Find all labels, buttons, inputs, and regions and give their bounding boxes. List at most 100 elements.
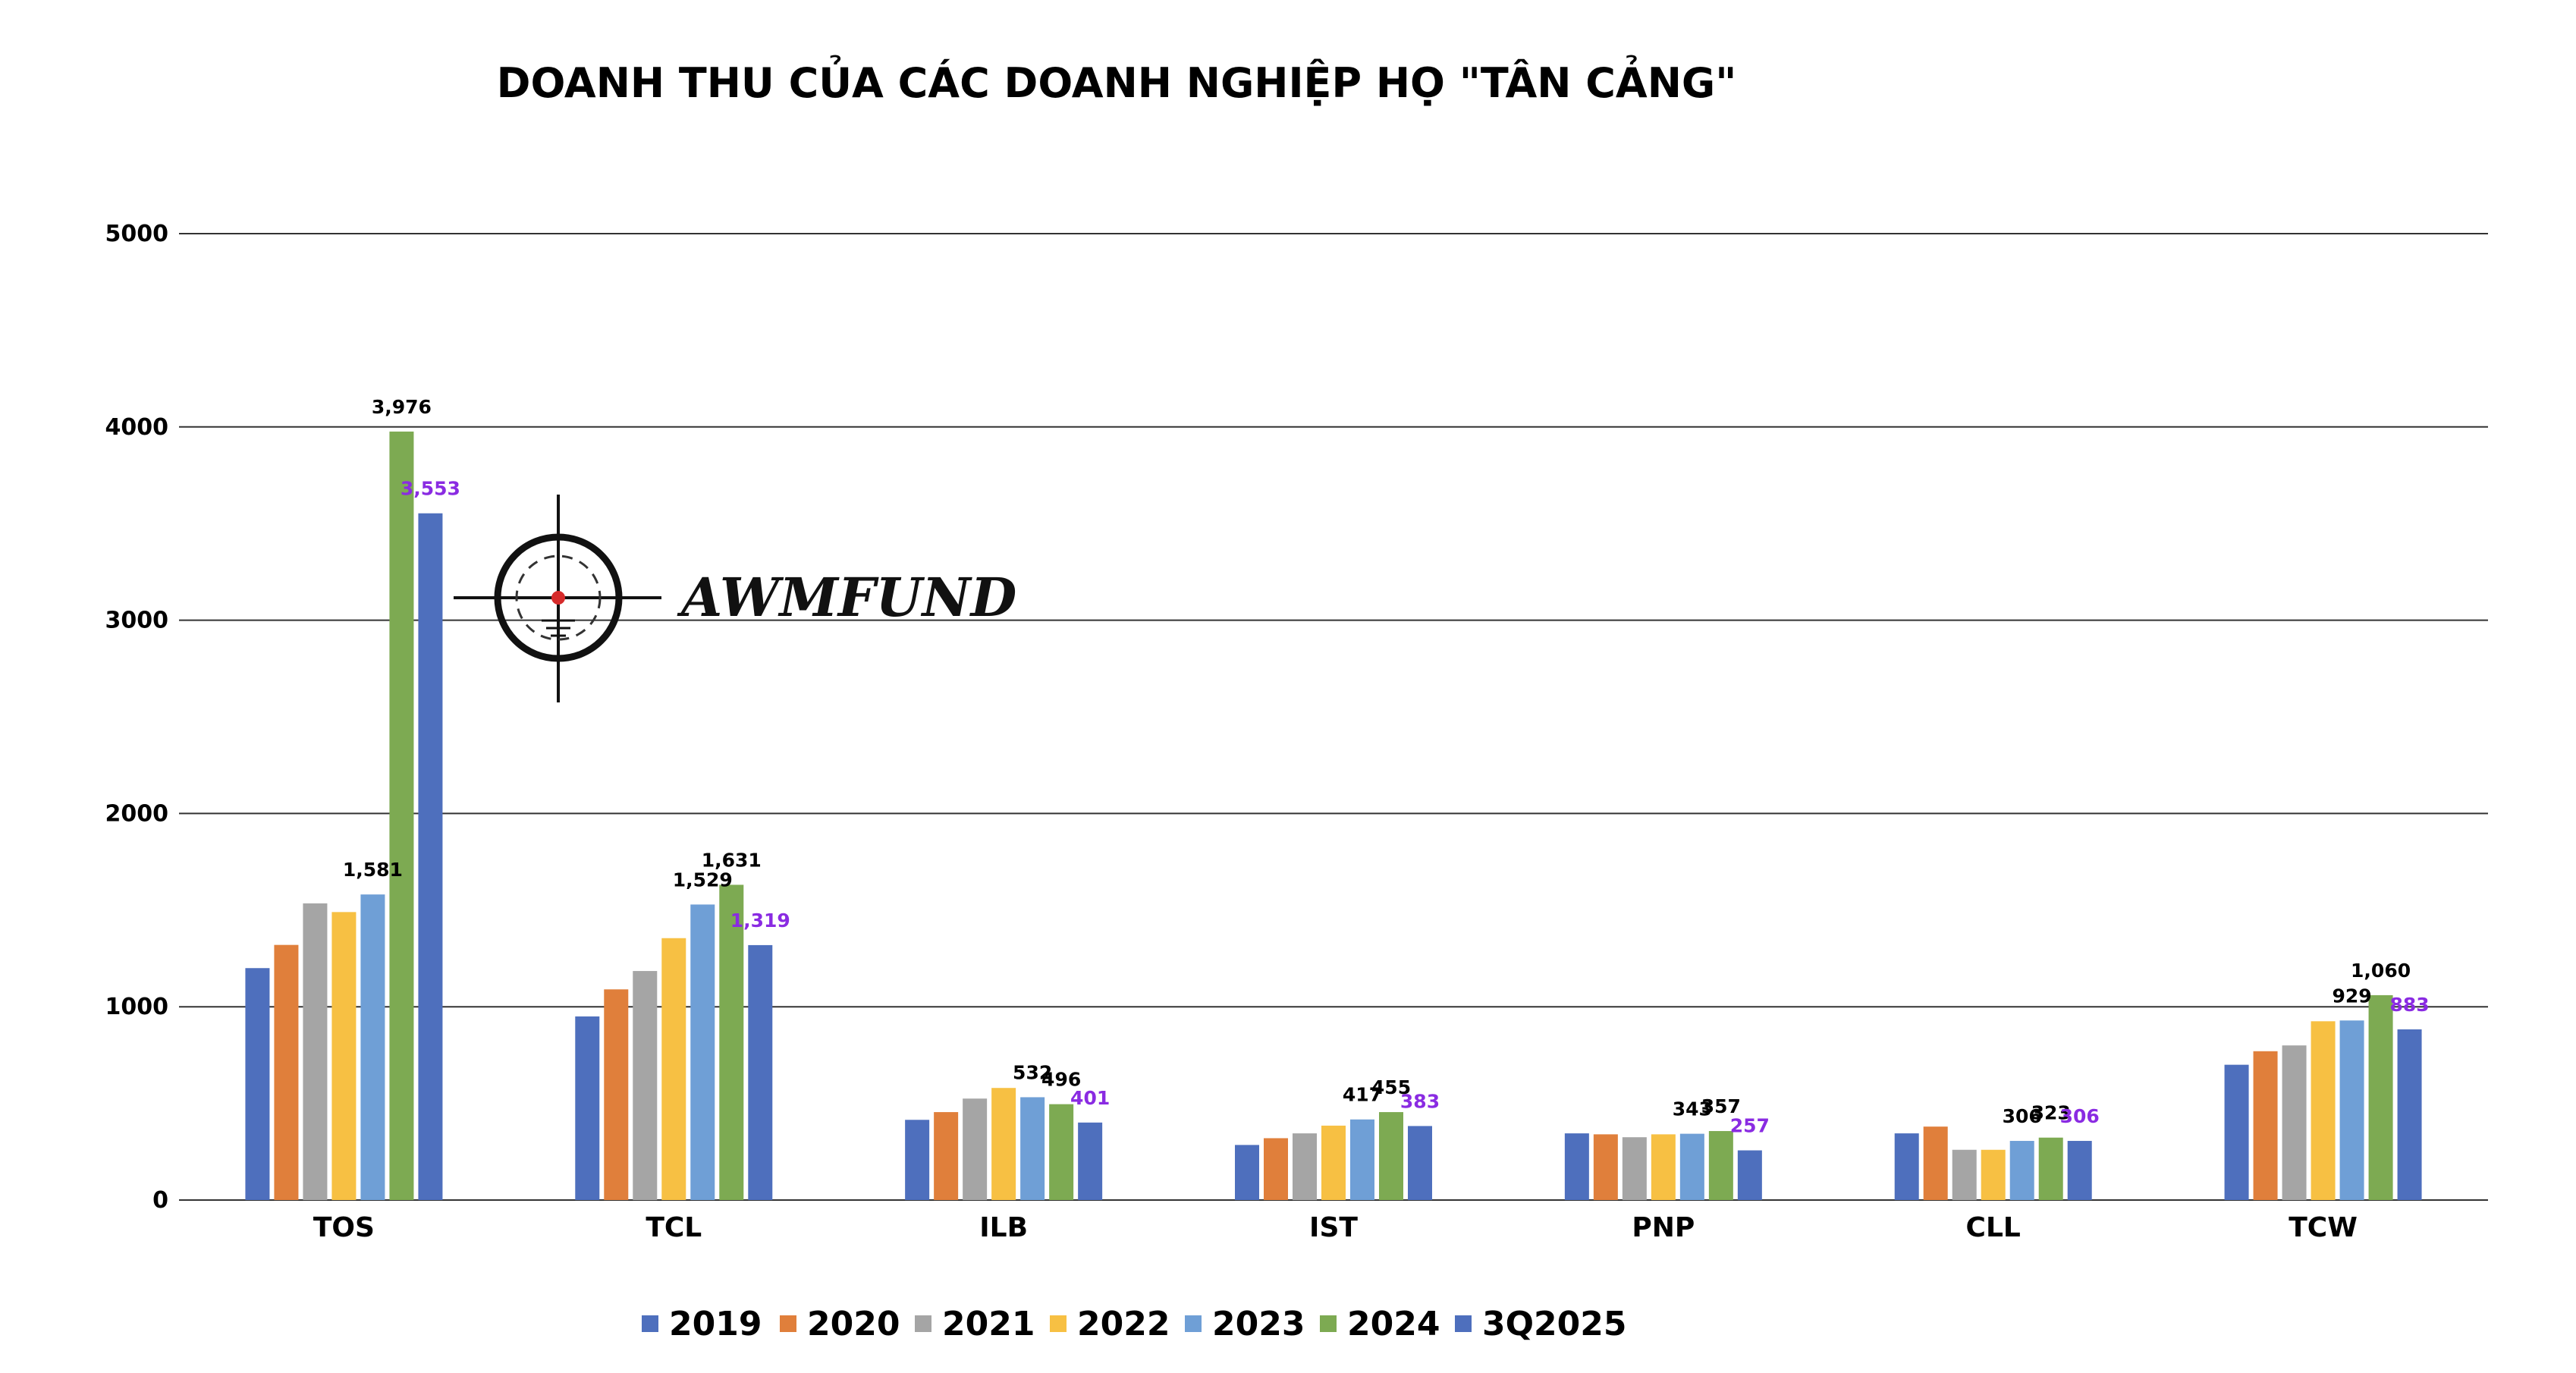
bar: [2253, 1051, 2278, 1200]
data-label: 1,529: [673, 869, 733, 891]
data-label: 357: [1701, 1095, 1741, 1117]
bar: [1293, 1133, 1317, 1200]
bar: [719, 884, 744, 1200]
data-label: 323: [2031, 1102, 2071, 1124]
bar: [2282, 1045, 2307, 1200]
x-tick-label: CLL: [1966, 1212, 2021, 1243]
bar: [2368, 994, 2393, 1200]
legend-label: 3Q2025: [1482, 1305, 1626, 1343]
bar: [1235, 1145, 1259, 1200]
data-label: 383: [1400, 1090, 1440, 1112]
legend-label: 2021: [942, 1305, 1035, 1343]
bar: [1679, 1133, 1704, 1200]
chart-title: DOANH THU CỦA CÁC DOANH NGHIỆP HỌ "TÂN C…: [497, 55, 1737, 107]
x-tick-label: IST: [1309, 1212, 1358, 1243]
x-tick-label: PNP: [1632, 1212, 1695, 1243]
y-tick-label: 3000: [105, 608, 169, 634]
bar: [963, 1098, 988, 1200]
y-tick-label: 1000: [105, 994, 169, 1020]
bar: [991, 1088, 1016, 1200]
bar: [1379, 1112, 1403, 1200]
gridlines: [179, 233, 2488, 1201]
bar: [1923, 1126, 1948, 1200]
bar: [1593, 1134, 1618, 1200]
bar: [1651, 1134, 1676, 1200]
bar: [245, 968, 270, 1200]
crosshair-logo-icon: [454, 495, 661, 702]
y-tick-label: 4000: [105, 414, 169, 441]
legend-item: 2022: [1050, 1305, 1170, 1343]
data-label: 929: [2332, 985, 2371, 1007]
legend-swatch: [780, 1315, 796, 1332]
x-tick-label: TOS: [313, 1212, 375, 1243]
data-label: 417: [1343, 1084, 1382, 1106]
bar: [389, 431, 414, 1200]
data-label: 1,581: [343, 859, 403, 881]
x-axis-ticks: TOS TCL ILB IST PNP CLL TCW: [313, 1212, 2358, 1243]
x-tick-label: TCW: [2289, 1212, 2358, 1243]
legend-item: 2019: [642, 1305, 762, 1343]
bar: [1264, 1138, 1288, 1200]
bar: [2339, 1020, 2364, 1200]
data-label: 3,553: [401, 478, 460, 500]
bar: [1622, 1137, 1647, 1200]
bar: [1708, 1131, 1733, 1200]
legend-label: 2022: [1077, 1305, 1170, 1343]
legend-swatch: [1320, 1315, 1337, 1332]
bars: [245, 431, 2422, 1200]
data-label: 455: [1371, 1076, 1411, 1098]
bar: [2038, 1137, 2063, 1200]
legend-label: 2019: [669, 1305, 762, 1343]
watermark-text: AWMFUND: [677, 566, 1017, 629]
bar: [1408, 1126, 1432, 1200]
bar: [934, 1112, 959, 1200]
bar: [331, 912, 357, 1200]
y-tick-label: 0: [152, 1187, 168, 1214]
bar: [661, 938, 686, 1200]
legend-swatch: [1050, 1315, 1067, 1332]
watermark: AWMFUND: [454, 495, 1017, 702]
legend-item: 2023: [1185, 1305, 1305, 1343]
bar: [2311, 1021, 2336, 1200]
bar: [1049, 1104, 1074, 1200]
bar: [418, 513, 443, 1200]
legend-swatch: [915, 1315, 931, 1332]
legend-item: 2024: [1320, 1305, 1440, 1343]
legend-label: 2023: [1212, 1305, 1305, 1343]
legend-swatch: [1185, 1315, 1202, 1332]
bar: [604, 989, 629, 1200]
data-label: 1,319: [730, 910, 790, 932]
data-label: 883: [2389, 994, 2429, 1016]
bar: [633, 971, 658, 1200]
data-label: 306: [2003, 1105, 2042, 1127]
y-tick-label: 5000: [105, 221, 169, 247]
bar: [1078, 1122, 1103, 1200]
y-axis-ticks: 0 1000 2000 3000 4000 5000: [105, 221, 169, 1214]
bar: [905, 1120, 930, 1200]
data-label: 1,060: [2351, 960, 2411, 982]
data-label: 343: [1673, 1098, 1712, 1120]
data-label: 3,976: [372, 396, 432, 418]
bar: [1981, 1149, 2006, 1200]
legend-item: 2021: [915, 1305, 1035, 1343]
data-label: 257: [1730, 1115, 1770, 1137]
bar: [2067, 1141, 2092, 1200]
x-tick-label: ILB: [979, 1212, 1028, 1243]
bar: [1020, 1097, 1045, 1200]
data-label: 496: [1041, 1069, 1081, 1091]
bar: [1894, 1133, 1919, 1200]
bar: [2009, 1141, 2034, 1200]
legend: 2019 2020 2021 2022 2023 2024 3Q2025: [642, 1305, 1626, 1343]
bar: [360, 894, 385, 1200]
bar: [748, 944, 773, 1200]
bar: [1952, 1149, 1977, 1200]
legend-label: 2024: [1347, 1305, 1440, 1343]
bar: [1321, 1125, 1346, 1200]
legend-label: 2020: [807, 1305, 900, 1343]
bar: [2224, 1064, 2249, 1200]
data-label: 1,631: [702, 849, 762, 871]
y-tick-label: 2000: [105, 800, 169, 827]
data-label: 401: [1070, 1087, 1110, 1109]
